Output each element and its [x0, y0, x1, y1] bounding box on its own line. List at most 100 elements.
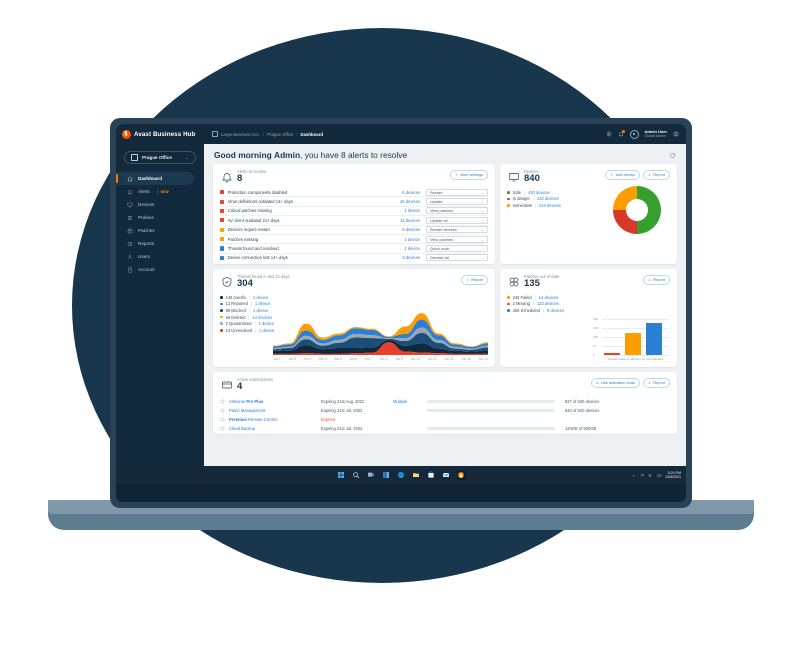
add-device-button[interactable]: Add device — [605, 170, 640, 180]
mail-icon[interactable] — [442, 471, 451, 480]
home-icon[interactable] — [212, 131, 218, 137]
sidebar-item-dashboard[interactable]: Dashboard — [116, 172, 194, 185]
subscription-name[interactable]: Antivirus Pro Plus — [229, 399, 264, 405]
alert-action-select[interactable]: Dismiss all ⌄ — [426, 254, 488, 262]
sidebar-item-patches[interactable]: Patches — [116, 224, 204, 237]
legend-value[interactable]: 123 devices — [536, 301, 559, 307]
devices-card-actions: Add device Report — [605, 170, 670, 180]
alert-severity-icon — [220, 190, 225, 195]
subscription-progress-track — [427, 400, 555, 404]
alert-severity-icon — [220, 227, 225, 232]
cards-row-1: Alerts to resolve 8 Alert settings — [213, 164, 677, 264]
threats-card-title-block: Threats found in last 14 days 304 — [237, 274, 290, 290]
bell-icon[interactable] — [618, 130, 625, 137]
bell-icon — [220, 170, 233, 183]
sidebar-item-account[interactable]: Account — [116, 263, 204, 276]
threats-report-button[interactable]: Report — [460, 275, 488, 285]
sidebar-item-reports[interactable]: Reports — [116, 237, 204, 250]
sidebar-item-devices[interactable]: Devices — [116, 198, 204, 211]
legend-value[interactable]: 1 device — [254, 301, 271, 307]
legend-value[interactable]: 6 devices — [547, 308, 565, 313]
monitor-icon — [127, 202, 133, 208]
subscription-multiple[interactable]: Multiple — [393, 399, 408, 405]
task-view-icon[interactable] — [367, 471, 376, 480]
sidebar-item-users[interactable]: Users — [116, 250, 204, 263]
alert-action-select[interactable]: View patches ⌄ — [426, 235, 488, 243]
file-explorer-icon[interactable] — [412, 471, 421, 480]
alert-count[interactable]: 1 device — [404, 246, 420, 252]
devices-card-header: Devices 840 Add device — [500, 164, 677, 187]
legend-value[interactable]: 14 devices — [252, 314, 273, 320]
sidebar-item-label: Devices — [138, 202, 155, 207]
bar[interactable] — [604, 353, 620, 355]
refresh-icon[interactable] — [668, 151, 676, 159]
subscriptions-report-button[interactable]: Report — [642, 378, 670, 388]
alert-action-select[interactable]: View patches ⌄ — [426, 207, 488, 215]
legend-separator: | — [542, 308, 544, 313]
legend-value[interactable]: 14 devices — [538, 294, 559, 300]
y-tick-label: 10 — [593, 344, 597, 348]
legend-label: 89 Blocked — [225, 308, 246, 313]
subscription-name[interactable]: Patch Management — [229, 408, 266, 414]
devices-report-button[interactable]: Report — [642, 170, 670, 180]
alert-action-select[interactable]: Update ⌄ — [426, 198, 488, 206]
legend-value[interactable]: 1 device — [258, 321, 274, 327]
avast-icon[interactable] — [456, 470, 466, 480]
edge-icon[interactable] — [397, 471, 406, 480]
alert-count[interactable]: 14 devices — [399, 217, 420, 223]
sidebar-item-policies[interactable]: Policies — [116, 211, 204, 224]
legend-value[interactable]: 210 devices — [539, 203, 561, 208]
alert-count[interactable]: 45 devices — [399, 199, 420, 205]
office-selector[interactable]: Prague Office ⌄ — [124, 151, 196, 164]
breadcrumb-item-office[interactable]: Prague Office — [267, 131, 294, 137]
chart-icon — [127, 241, 133, 247]
alert-count[interactable]: 6 devices — [402, 189, 420, 195]
subscription-name[interactable]: Cloud Backup — [229, 426, 256, 432]
start-icon[interactable] — [337, 471, 346, 480]
alert-settings-button[interactable]: Alert settings — [450, 170, 488, 180]
threats-card-actions: Report — [460, 275, 488, 285]
patches-report-button[interactable]: Report — [642, 275, 670, 285]
use-activation-code-button[interactable]: Use activation code — [590, 378, 640, 388]
brand[interactable]: Avast Business Hub — [116, 129, 204, 139]
legend-value[interactable]: 420 devices — [528, 189, 550, 195]
subscriptions-card: Active subscriptions 4 Use activation co… — [213, 372, 677, 434]
subscription-value: 120GB of 500GB — [565, 426, 597, 432]
sidebar-item-alerts[interactable]: Alerts NEW — [116, 185, 204, 198]
alert-action-select[interactable]: Restart devices ⌄ — [426, 226, 488, 234]
alert-count[interactable]: 1 device — [404, 208, 420, 214]
alert-count[interactable]: 3 devices — [402, 255, 420, 261]
book-icon[interactable] — [673, 131, 679, 137]
alert-count[interactable]: 6 devices — [402, 227, 420, 233]
legend-item: 2 Missing | 123 devices — [507, 301, 670, 308]
store-icon[interactable] — [427, 471, 436, 480]
alert-action-select[interactable]: Quick scan ⌄ — [426, 245, 488, 253]
patches-card-title-block: Patches out of date 135 — [524, 274, 559, 290]
search-icon[interactable] — [352, 471, 361, 480]
breadcrumb-item-account[interactable]: Large Business Acc. — [221, 131, 260, 137]
legend-label: 2 Missing — [512, 301, 530, 307]
download-icon — [648, 278, 651, 282]
legend-separator: | — [248, 294, 250, 300]
avatar[interactable] — [629, 129, 639, 139]
subscription-name[interactable]: Premium Remote Control — [229, 417, 278, 423]
user-info[interactable]: Admin User Global Admin — [645, 129, 667, 139]
alert-label: Critical patches missing — [227, 208, 272, 214]
widgets-icon[interactable] — [382, 471, 391, 480]
legend-value[interactable]: 1 device — [252, 294, 269, 300]
gear-icon[interactable] — [606, 131, 612, 137]
taskbar-clock[interactable]: 5:24 PM 10/8/2021 — [665, 471, 681, 479]
alert-action-select[interactable]: Update all ⌄ — [426, 216, 488, 224]
bar[interactable] — [646, 322, 662, 355]
alert-count[interactable]: 1 device — [404, 236, 420, 242]
legend-value[interactable]: 1 device — [259, 327, 275, 333]
puzzle-icon — [220, 408, 225, 413]
legend-value[interactable]: 1 device — [252, 308, 269, 313]
bar[interactable] — [625, 332, 641, 355]
breadcrumb-separator: / — [262, 131, 265, 137]
alert-row: Patches missing 1 device View patches ⌄ — [220, 235, 488, 245]
alert-action-select[interactable]: Restart ⌄ — [426, 188, 488, 196]
gear-icon — [455, 173, 458, 176]
legend-value[interactable]: 210 devices — [536, 196, 559, 202]
brand-title: Avast Business Hub — [134, 130, 196, 138]
